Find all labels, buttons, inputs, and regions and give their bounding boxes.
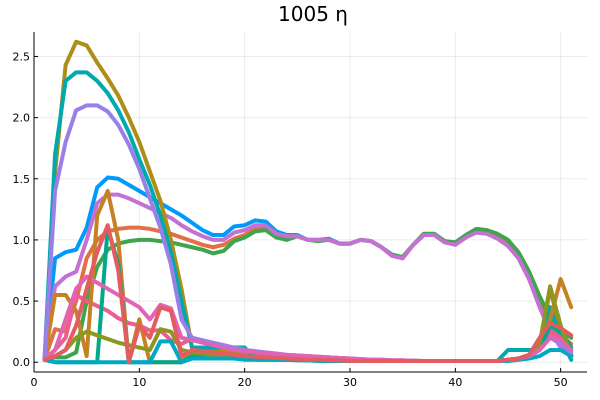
x-tick-label: 30 <box>343 376 357 389</box>
series-line-4 <box>42 192 574 362</box>
y-tick-label: 2.5 <box>13 50 31 63</box>
x-tick-label: 10 <box>132 376 146 389</box>
x-tick-label: 20 <box>238 376 252 389</box>
series-layer <box>42 39 574 365</box>
series-line-8 <box>42 188 574 365</box>
axis-layer <box>33 32 587 373</box>
x-tick-label: 50 <box>554 376 568 389</box>
y-tick-label: 0.5 <box>13 295 31 308</box>
x-tick-label: 0 <box>31 376 38 389</box>
grid-layer <box>33 32 587 372</box>
ticks-layer: 0 10 20 30 40 50 0.0 0.5 1.0 1.5 2.0 2.5 <box>13 50 568 389</box>
x-tick-label: 40 <box>448 376 462 389</box>
series-line-14 <box>42 223 574 365</box>
chart-title: 1005 η <box>278 2 348 26</box>
y-tick-label: 2.0 <box>13 112 31 125</box>
y-tick-label: 1.5 <box>13 173 31 186</box>
y-tick-label: 0.0 <box>13 356 31 369</box>
y-tick-label: 1.0 <box>13 234 31 247</box>
